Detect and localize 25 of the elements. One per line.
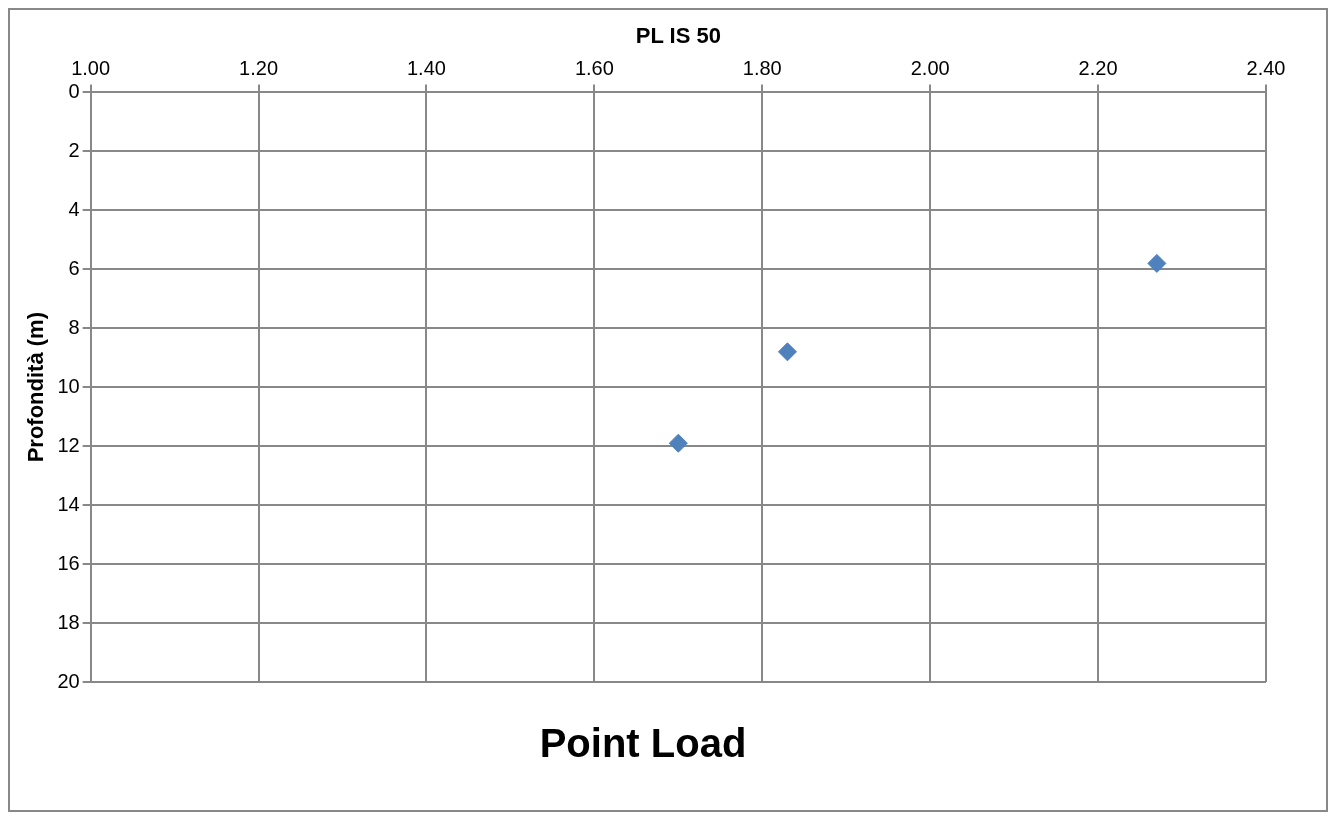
text: Point Load: [539, 721, 747, 766]
y-tick-label: 18: [57, 610, 80, 633]
x-tick-label: 2.00: [910, 56, 950, 79]
point: [1147, 253, 1167, 273]
y-tick-label: 20: [57, 669, 80, 692]
x-tick-label: 1.00: [71, 56, 111, 79]
x-tick-label: 1.60: [574, 56, 614, 79]
y-tick-label: 12: [57, 433, 80, 456]
x-tick-label: 1.80: [742, 56, 782, 79]
x-tick-label: 1.20: [239, 56, 279, 79]
y-axis-title: Profondità (m): [23, 312, 49, 463]
y-tick-label: 2: [68, 138, 80, 161]
x-tick-label: 2.20: [1078, 56, 1118, 79]
y-tick-label: 16: [57, 551, 80, 574]
x-tick-label: 2.40: [1246, 56, 1286, 79]
y-tick-label: 8: [68, 315, 80, 338]
point: [668, 433, 688, 453]
point: [777, 342, 797, 362]
y-tick-label: 6: [68, 256, 80, 279]
y-tick-label: 4: [68, 197, 80, 220]
y-tick-label: 0: [68, 79, 80, 102]
x-axis-title: PL IS 50: [635, 23, 721, 49]
y-tick-label: 10: [57, 374, 80, 397]
y-tick-label: 14: [57, 492, 80, 515]
x-tick-label: 1.40: [406, 56, 446, 79]
